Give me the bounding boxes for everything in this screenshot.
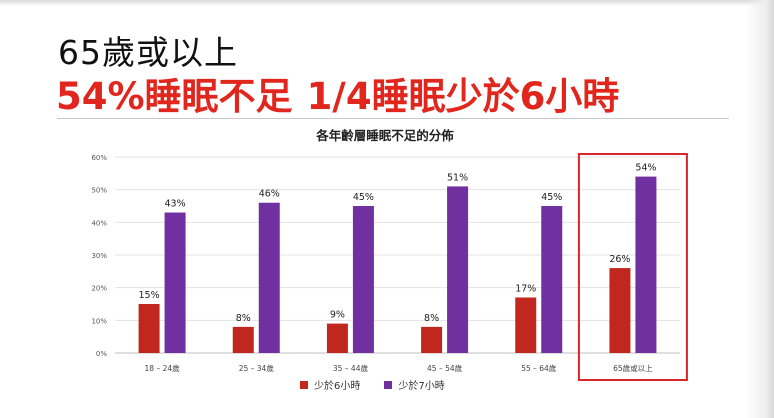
x-tick-label: 18 – 24歲 xyxy=(145,363,181,373)
highlight-box xyxy=(577,153,688,381)
headline-line2-part2: 1/4睡眠少於6小時 xyxy=(306,75,620,118)
chart-legend: 少於6小時 少於7小時 xyxy=(300,377,445,392)
bar-under7 xyxy=(164,212,186,353)
data-label: 17% xyxy=(515,283,536,294)
data-label: 26% xyxy=(609,254,630,265)
bar-under7 xyxy=(352,206,374,353)
legend-item-under7: 少於7小時 xyxy=(384,377,445,392)
y-tick-label: 20% xyxy=(91,285,107,293)
headline-line2: 54%睡眠不足 1/4睡眠少於6小時 xyxy=(56,66,619,120)
bar-short-sleep xyxy=(138,304,160,353)
headline-line1: 65歲或以上 xyxy=(58,33,238,72)
data-label: 43% xyxy=(165,199,186,210)
y-tick-label: 40% xyxy=(91,219,107,227)
bar-short-sleep xyxy=(421,326,443,353)
data-label: 51% xyxy=(447,172,468,183)
y-tick-label: 50% xyxy=(91,187,107,195)
y-tick-label: 60% xyxy=(91,154,107,162)
data-label: 8% xyxy=(424,313,439,324)
x-tick-label: 35 – 44歲 xyxy=(333,363,369,373)
y-tick-label: 10% xyxy=(91,317,107,325)
legend-label-under7: 少於7小時 xyxy=(398,381,445,392)
y-tick-label: 30% xyxy=(91,252,107,260)
top-strip xyxy=(0,0,774,6)
x-tick-label: 45 – 54歲 xyxy=(427,363,463,373)
bar-under7 xyxy=(541,206,563,353)
x-tick-label: 65歲或以上 xyxy=(613,363,653,373)
data-label: 15% xyxy=(139,290,160,301)
data-label: 46% xyxy=(259,189,280,200)
bar-under7 xyxy=(635,176,657,353)
title-divider xyxy=(57,118,729,119)
x-tick-label: 25 – 34歲 xyxy=(239,363,275,373)
page-edge-shadow xyxy=(746,0,774,418)
bar-under7 xyxy=(447,186,469,353)
headline-line2-part1: 54%睡眠不足 xyxy=(56,75,293,118)
y-tick-label: 0% xyxy=(96,350,107,358)
legend-label-short-sleep: 少於6小時 xyxy=(314,381,361,392)
data-label: 45% xyxy=(541,192,562,203)
data-label: 9% xyxy=(330,310,345,321)
bar-short-sleep xyxy=(515,297,537,353)
bar-short-sleep xyxy=(326,323,348,353)
chart-title: 各年齡層睡眠不足的分佈 xyxy=(315,128,454,143)
bar-under7 xyxy=(258,202,280,353)
legend-swatch-under7 xyxy=(384,380,393,389)
legend-swatch-short-sleep xyxy=(300,380,308,389)
data-label: 54% xyxy=(635,163,656,174)
bar-short-sleep xyxy=(232,326,254,353)
data-label: 8% xyxy=(236,313,251,324)
bar-short-sleep xyxy=(609,268,631,353)
legend-item-short-sleep: 少於6小時 xyxy=(300,377,360,392)
x-tick-label: 55 – 64歲 xyxy=(521,363,557,373)
data-label: 45% xyxy=(353,192,374,203)
